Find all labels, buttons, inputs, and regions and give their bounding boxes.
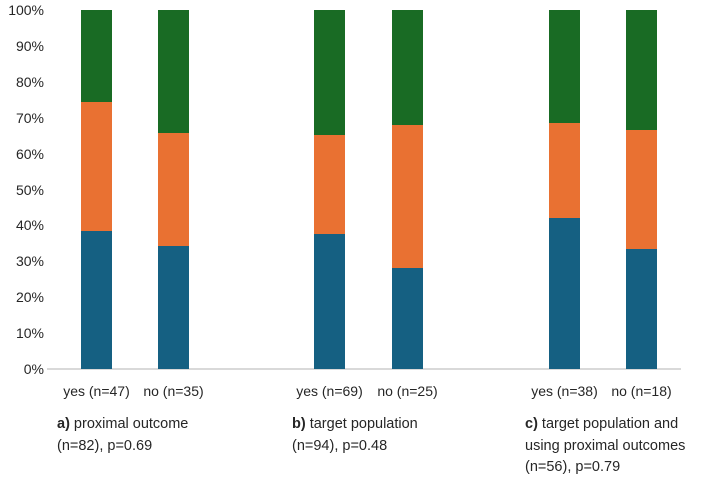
caption-line: b) target population	[292, 416, 418, 432]
y-tick-label: 80%	[15, 73, 44, 90]
stacked-bar-b-yes	[314, 10, 345, 369]
y-tick-label: 30%	[15, 253, 44, 270]
middle-segment	[626, 129, 657, 250]
stacked-bar-c-yes	[549, 10, 580, 369]
bar-category-label: no (n=25)	[377, 383, 438, 399]
stacked-bar-a-yes	[81, 10, 112, 369]
y-tick-label: 90%	[15, 37, 44, 54]
stacked-bar-a-no	[158, 10, 189, 369]
top-segment	[314, 10, 345, 135]
bottom-segment	[626, 249, 657, 369]
bottom-segment	[549, 217, 580, 369]
y-tick-label: 10%	[15, 325, 44, 342]
bottom-segment	[392, 268, 423, 369]
caption-line: (n=82), p=0.69	[57, 437, 153, 454]
y-tick-label: 40%	[15, 217, 44, 234]
caption-line: (n=94), p=0.48	[292, 437, 388, 454]
middle-segment	[158, 133, 189, 246]
y-tick-label: 0%	[23, 361, 44, 377]
middle-segment	[392, 124, 423, 269]
middle-segment	[549, 123, 580, 218]
bar-category-label: yes (n=38)	[531, 383, 598, 399]
caption-line: (n=56), p=0.79	[525, 459, 621, 475]
top-segment	[626, 10, 657, 130]
group-caption-b: b) target population (n=94), p=0.48	[292, 414, 502, 457]
bar-category-label: yes (n=69)	[296, 383, 363, 399]
top-segment	[81, 10, 112, 102]
y-tick-label: 100%	[8, 2, 44, 18]
bottom-segment	[81, 231, 112, 369]
bottom-segment	[314, 233, 345, 369]
group-caption-a: a) proximal outcome (n=82), p=0.69	[57, 414, 267, 457]
y-tick-label: 60%	[15, 145, 44, 162]
group-caption-c: c) target population and using proximal o…	[525, 414, 709, 479]
stacked-bar-b-no	[392, 10, 423, 369]
caption-letter: a)	[57, 416, 70, 432]
middle-segment	[81, 101, 112, 232]
y-tick-label: 70%	[15, 109, 44, 126]
bottom-segment	[158, 245, 189, 369]
y-tick-label: 20%	[15, 289, 44, 306]
x-axis-line	[47, 368, 681, 370]
bar-category-label: no (n=18)	[611, 383, 672, 399]
top-segment	[392, 10, 423, 125]
top-segment	[158, 10, 189, 134]
caption-letter: c)	[525, 416, 538, 432]
caption-line: c) target population and	[525, 416, 679, 432]
bar-category-label: yes (n=47)	[63, 383, 130, 399]
caption-line: a) proximal outcome	[57, 416, 189, 432]
stacked-bar-c-no	[626, 10, 657, 369]
caption-letter: b)	[292, 416, 306, 432]
y-tick-label: 50%	[15, 181, 44, 198]
top-segment	[549, 10, 580, 124]
middle-segment	[314, 134, 345, 234]
caption-line: using proximal outcomes	[525, 437, 686, 454]
bar-category-label: no (n=35)	[143, 383, 204, 399]
